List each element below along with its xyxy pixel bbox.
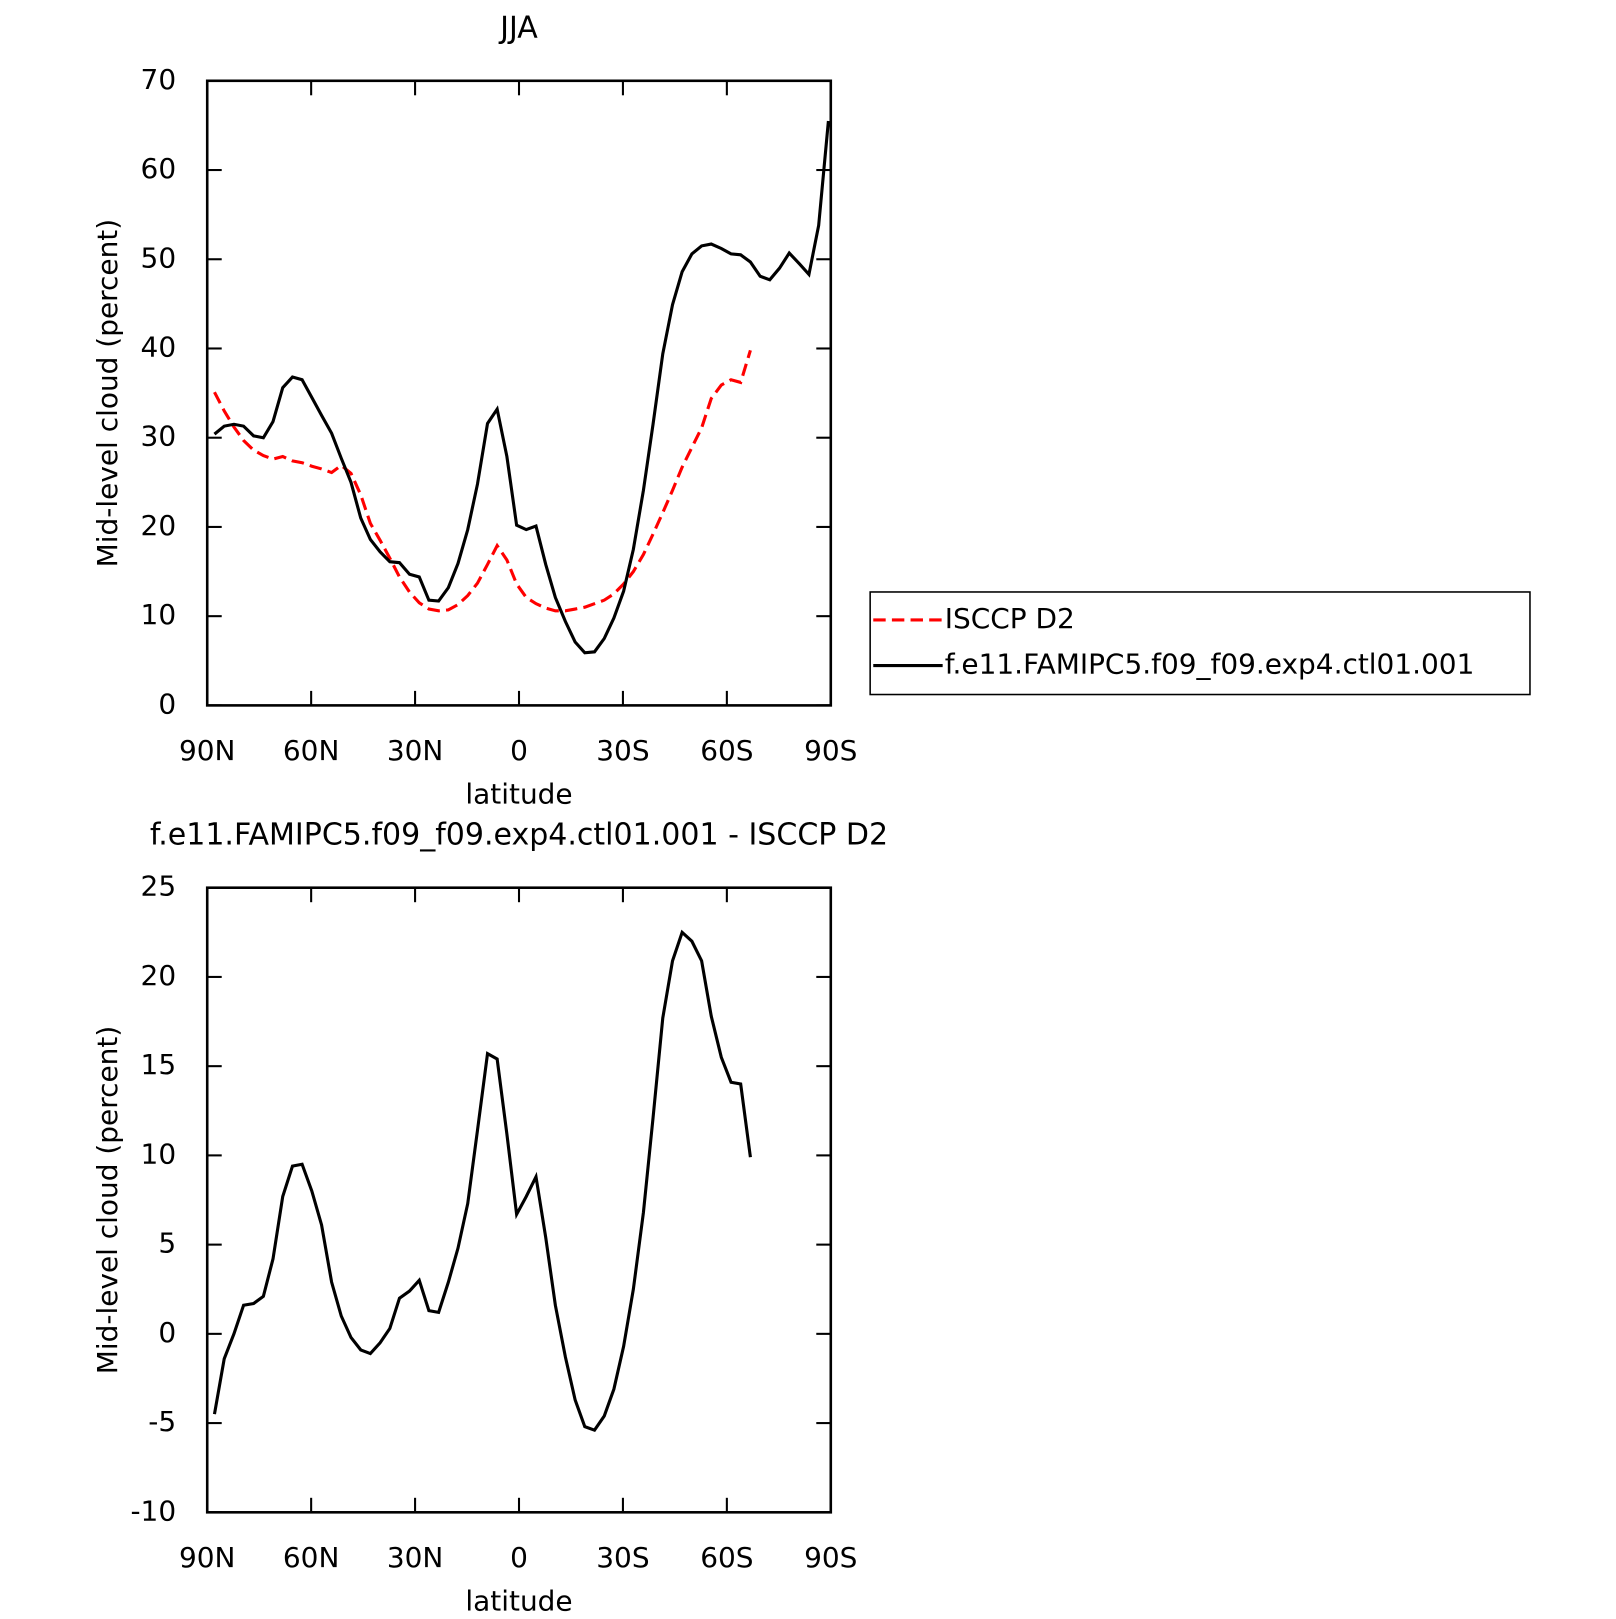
x-tick-label: 60N [283,1541,339,1574]
y-tick-label: 10 [141,1137,177,1170]
plot-frame [205,886,833,1514]
x-tick-label: 30S [596,1541,649,1574]
x-tick-label: 30N [387,1541,443,1574]
y-tick-label: 60 [141,152,177,185]
data-line [213,120,830,655]
y-tick-label: 20 [141,959,177,992]
chart-title: JJA [498,11,538,46]
y-tick-label: -5 [148,1405,176,1438]
x-tick-label: 30N [387,734,443,767]
x-tick-label: 60N [283,734,339,767]
x-tick-label: 0 [510,1541,528,1574]
y-tick-label: 20 [141,509,177,542]
y-tick-label: 40 [141,330,177,363]
y-tick-label: 30 [141,420,177,453]
y-axis-label: Mid-level cloud (percent) [91,1026,124,1375]
x-tick-label: 90S [804,734,857,767]
chart-title: f.e11.FAMIPC5.f09_f09.exp4.ctl01.001 - I… [150,817,888,852]
y-tick-label: 15 [141,1048,177,1081]
x-tick-label: 60S [700,1541,753,1574]
x-tick-label: 90S [804,1541,857,1574]
y-axis-label: Mid-level cloud (percent) [91,219,124,568]
y-tick-label: 5 [158,1227,176,1260]
legend-label: f.e11.FAMIPC5.f09_f09.exp4.ctl01.001 [945,648,1475,681]
data-line [213,349,752,613]
x-tick-label: 90N [179,734,235,767]
y-tick-label: 10 [141,598,177,631]
legend-label: ISCCP D2 [945,602,1075,635]
y-tick-label: 50 [141,241,177,274]
y-tick-label: 0 [158,687,176,720]
x-tick-label: 90N [179,1541,235,1574]
x-tick-label: 60S [700,734,753,767]
y-tick-label: 70 [141,63,177,96]
y-tick-label: -10 [130,1494,176,1527]
x-axis-label: latitude [465,778,572,811]
plot-frame [205,79,833,707]
x-axis-label: latitude [465,1584,572,1617]
y-tick-label: 25 [141,870,177,903]
y-tick-label: 0 [158,1316,176,1349]
data-line [212,929,752,1433]
legend-box [869,591,1531,696]
x-tick-label: 0 [510,734,528,767]
x-tick-label: 30S [596,734,649,767]
